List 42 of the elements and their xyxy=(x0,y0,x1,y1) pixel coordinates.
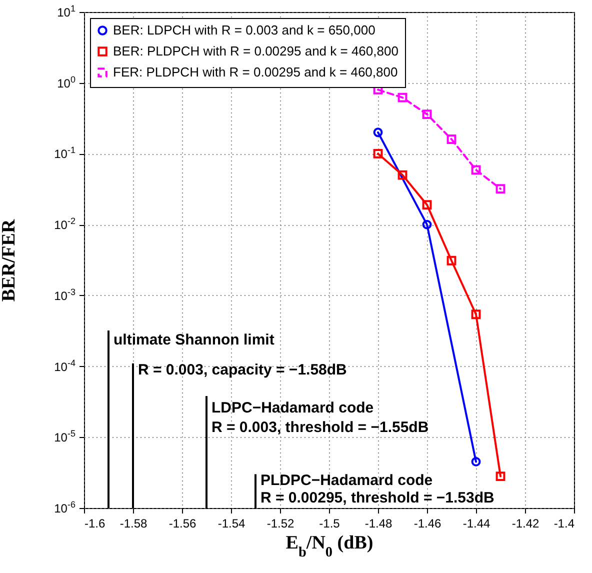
point xyxy=(471,165,481,175)
annotation: R = 0.003, capacity = −1.58dB xyxy=(138,362,348,379)
y-tick-label: 10$^{-6}$ xyxy=(54,500,76,516)
y-tick-label: 10$^{-2}$ xyxy=(54,216,76,232)
x-tick-label: -1.56 xyxy=(168,516,196,530)
legend-label: FER: PLDPCH with R = 0.00295 and k = 460,800 xyxy=(113,64,398,80)
y-axis-title: BER/FER xyxy=(0,219,20,302)
annotation: R = 0.00295, threshold = −1.53dB xyxy=(260,490,495,507)
x-tick-label: -1.6 xyxy=(84,516,106,530)
point xyxy=(398,92,408,102)
annotation: PLDPC−Hadamard code xyxy=(260,472,433,489)
x-tick-label: -1.48 xyxy=(364,516,392,530)
point xyxy=(398,170,408,180)
x-tick-label: -1.52 xyxy=(266,516,294,530)
point xyxy=(471,310,481,320)
point xyxy=(422,110,432,120)
x-tick-label: -1.42 xyxy=(512,516,540,530)
x-tick-label: -1.58 xyxy=(120,516,148,530)
x-tick-label: -1.46 xyxy=(414,516,442,530)
y-tick-label: 10$^{-4}$ xyxy=(54,358,76,374)
point xyxy=(496,184,506,194)
y-tick-label: 10$^{-1}$ xyxy=(54,145,76,162)
y-tick-label: 10$^{1}$ xyxy=(57,4,76,20)
y-tick-label: 10$^{0}$ xyxy=(57,74,76,90)
legend-label: BER: PLDPCH with R = 0.00295 and k = 460,800 xyxy=(113,44,398,58)
annotation: LDPC−Hadamard code xyxy=(212,400,374,417)
point xyxy=(446,134,456,144)
point xyxy=(422,220,432,230)
y-tick-label: 10$^{-3}$ xyxy=(54,286,76,303)
x-axis-title: E$_{b}$/N$_{0}$ (dB) xyxy=(286,532,374,560)
annotation: R = 0.003, threshold = −1.55dB xyxy=(212,418,429,436)
point xyxy=(373,149,383,158)
legend-label: BER: LDPCH with R = 0.003 and k = 650,000 xyxy=(113,22,376,38)
x-tick-label: -1.54 xyxy=(218,516,246,530)
x-tick-label: -1.4 xyxy=(554,516,575,530)
x-tick-label: -1.5 xyxy=(319,516,340,530)
x-tick-label: -1.44 xyxy=(462,516,490,530)
point xyxy=(422,200,432,210)
annotation: ultimate Shannon limit xyxy=(114,331,274,348)
y-tick-label: 10$^{-5}$ xyxy=(54,428,76,445)
point xyxy=(496,472,506,482)
point xyxy=(446,256,456,266)
